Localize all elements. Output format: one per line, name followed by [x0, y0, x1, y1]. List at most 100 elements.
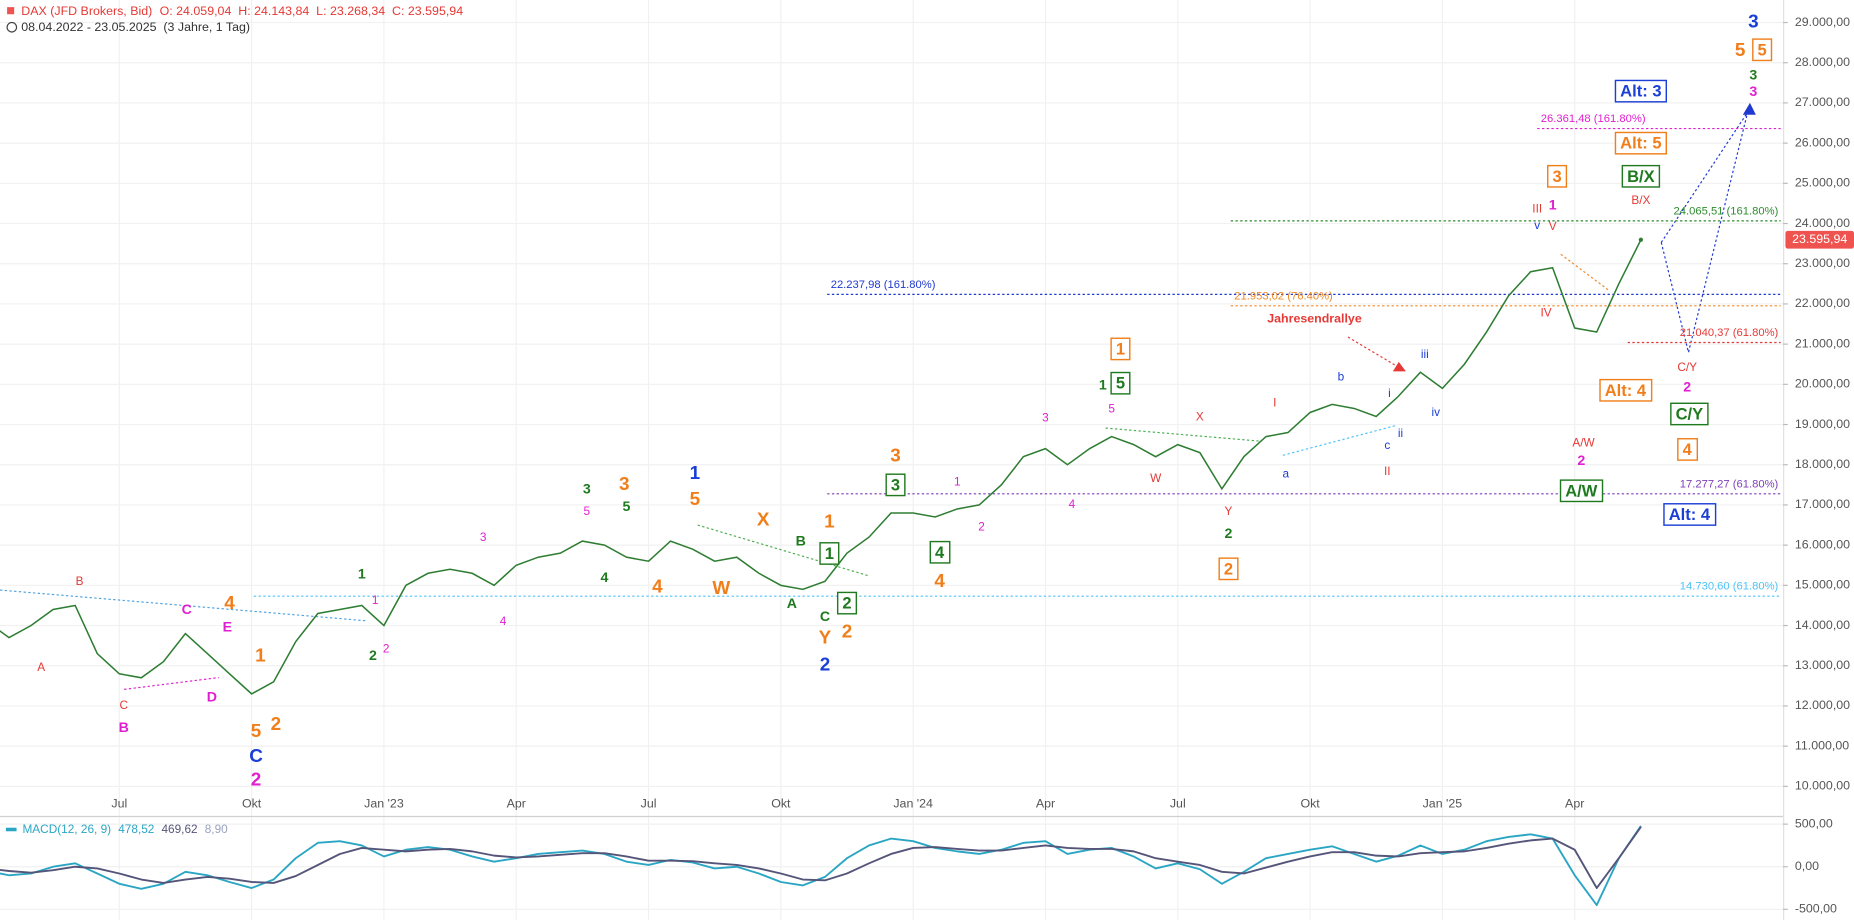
- wave-label: Y: [819, 628, 832, 649]
- wave-label: 1: [1099, 377, 1107, 393]
- wave-label: I: [1273, 395, 1276, 409]
- trendline: [1105, 427, 1260, 442]
- wave-box: [1218, 557, 1239, 581]
- trendline: [124, 676, 219, 690]
- wave-label: 2: [383, 641, 390, 655]
- wave-label: 3: [1749, 67, 1757, 83]
- wave-label: iv: [1432, 405, 1441, 419]
- wave-box: [885, 473, 906, 497]
- wave-label: III: [1532, 201, 1542, 215]
- y-tick-label: 26.000,00: [1795, 135, 1850, 149]
- x-tick-label: Okt: [242, 796, 262, 810]
- x-tick-label: Apr: [1565, 796, 1584, 810]
- level-label: 14.730,60 (61.80%): [1680, 581, 1779, 593]
- wave-box: [1614, 79, 1667, 103]
- wave-label: i: [1388, 386, 1391, 400]
- x-tick-label: Jul: [111, 796, 127, 810]
- x-tick-label: Apr: [1036, 796, 1055, 810]
- wave-label: iii: [1421, 347, 1429, 361]
- level-label: 17.277,27 (61.80%): [1680, 478, 1779, 490]
- macd-line: [0, 825, 1642, 907]
- y-tick-label: 22.000,00: [1795, 296, 1850, 310]
- wave-label: Alt: 3: [1620, 82, 1661, 101]
- wave-label: B/X: [1631, 193, 1650, 207]
- data-layer: 26.361,48 (161.80%)24.065,51 (161.80%)22…: [0, 12, 1781, 907]
- y-tick-label: 14.000,00: [1795, 618, 1850, 632]
- y-tick-label: 28.000,00: [1795, 55, 1850, 69]
- last-point: [1638, 237, 1644, 242]
- wave-label: A: [787, 596, 797, 612]
- wave-label: 1: [824, 512, 835, 533]
- wave-box: [929, 540, 951, 564]
- wave-label: 1: [954, 475, 961, 489]
- wave-label: Alt: 5: [1620, 134, 1661, 153]
- y-tick-label: 29.000,00: [1795, 15, 1850, 29]
- wave-label: 1: [690, 463, 701, 484]
- price-line: [0, 239, 1642, 695]
- wave-label: V: [1549, 219, 1557, 233]
- wave-label: Alt: 4: [1669, 505, 1711, 524]
- wave-label: C: [249, 746, 263, 767]
- wave-label: c: [1384, 438, 1390, 452]
- symbol-marker: [7, 7, 15, 15]
- wave-label: 3: [619, 474, 630, 495]
- wave-label: 1: [825, 544, 834, 563]
- wave-label: W: [1150, 471, 1162, 485]
- wave-label: 2: [1224, 559, 1233, 578]
- y-tick-label: 21.000,00: [1795, 336, 1850, 350]
- x-tick-label: Okt: [1300, 796, 1320, 810]
- y-tick-label: 0,00: [1795, 859, 1819, 873]
- wave-label: E: [223, 620, 232, 636]
- wave-label: 2: [842, 622, 853, 643]
- legend-value: 469,62: [161, 822, 197, 836]
- wave-label: C/Y: [1677, 360, 1697, 374]
- wave-label: 3: [1042, 411, 1049, 425]
- y-tick-label: 11.000,00: [1795, 738, 1849, 752]
- wave-label: 4: [224, 593, 235, 614]
- level-label: 24.065,51 (161.80%): [1674, 205, 1779, 217]
- wave-label: a: [1283, 466, 1290, 480]
- wave-label: A: [37, 660, 45, 674]
- y-tick-label: 27.000,00: [1795, 95, 1850, 109]
- y-tick-label: 23.000,00: [1795, 256, 1850, 270]
- y-tick-label: 24.000,00: [1795, 216, 1850, 230]
- legend-swatch: [5, 827, 17, 832]
- y-tick-label: 13.000,00: [1795, 658, 1850, 672]
- wave-label: 1: [1549, 198, 1557, 214]
- wave-box: [1621, 164, 1661, 188]
- x-tick-label: Apr: [507, 796, 526, 810]
- y-tick-label: 19.000,00: [1795, 417, 1850, 431]
- wave-label: 5: [623, 499, 631, 515]
- x-tick-label: Okt: [771, 796, 791, 810]
- y-tick-label: 18.000,00: [1795, 457, 1850, 471]
- wave-label: 3: [1749, 84, 1757, 100]
- wave-label: 5: [1108, 401, 1115, 415]
- wave-label: 1: [358, 566, 366, 582]
- y-tick-label: 500,00: [1795, 816, 1833, 830]
- chart-title: DAX (JFD Brokers, Bid): [21, 4, 152, 18]
- trendlines: [0, 112, 1749, 690]
- wave-label: 3: [890, 445, 901, 466]
- y-tick-label: -500,00: [1795, 902, 1837, 916]
- legend-value: 478,52: [118, 822, 154, 836]
- wave-label: A/W: [1572, 436, 1595, 450]
- macd-line: [0, 826, 1642, 889]
- wave-label: v: [1534, 218, 1540, 232]
- x-tick-label: Jul: [1170, 796, 1186, 810]
- wave-label: ii: [1398, 426, 1403, 440]
- wave-box: [1110, 371, 1131, 395]
- wave-label: 5: [251, 721, 262, 742]
- level-label: 22.237,98 (161.80%): [831, 279, 936, 291]
- trendline: [697, 524, 870, 577]
- wave-label: C: [820, 609, 830, 625]
- wave-label: 3: [583, 481, 591, 497]
- price-tag: [1785, 230, 1854, 249]
- wave-box: [1677, 438, 1699, 461]
- wave-label: 4: [652, 577, 663, 598]
- wave-label: 2: [369, 648, 377, 664]
- price-tag-label: 23.595,94: [1792, 232, 1847, 246]
- wave-label: 4: [934, 571, 945, 592]
- wave-label: 4: [935, 543, 945, 562]
- legend-value: 8,90: [205, 822, 228, 836]
